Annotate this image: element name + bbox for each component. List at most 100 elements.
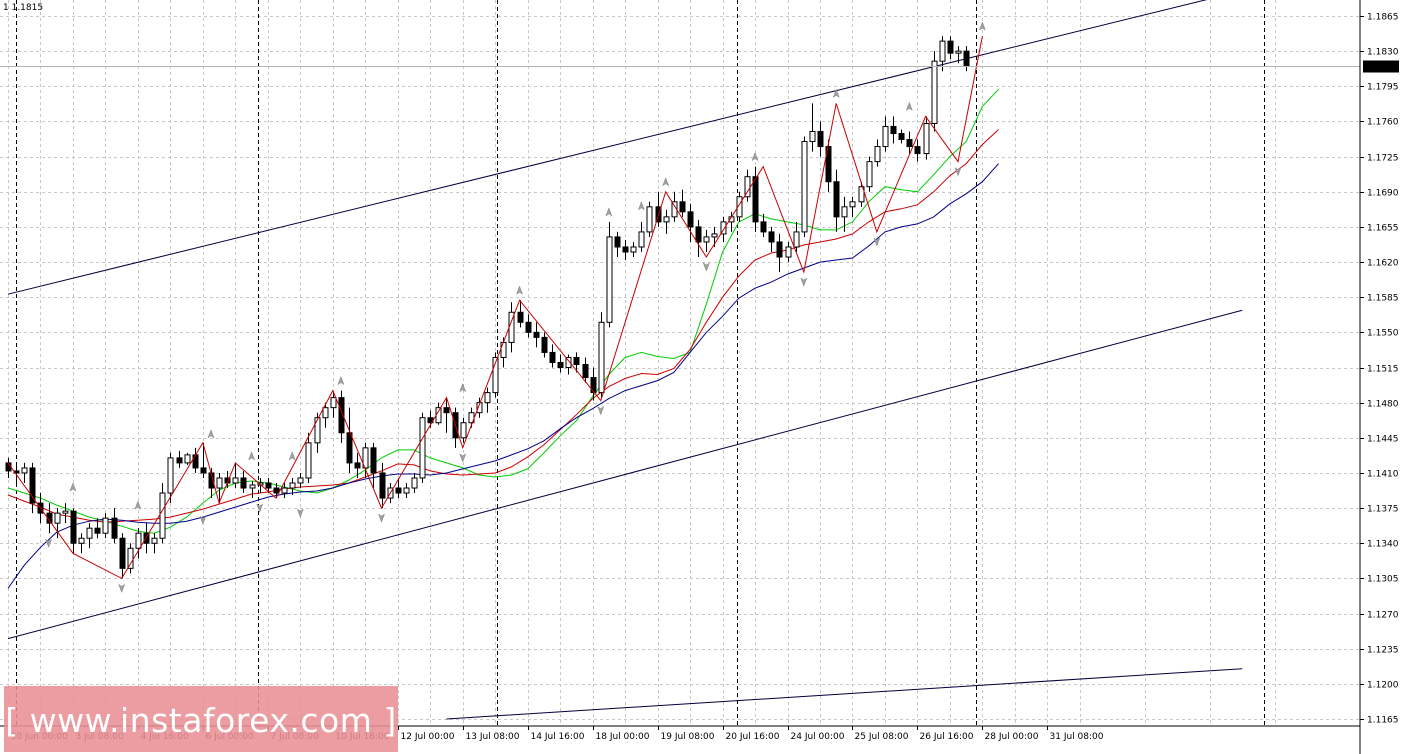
candle [760, 213, 767, 237]
candle [176, 450, 183, 468]
candle [102, 513, 109, 539]
candle [62, 503, 69, 524]
candle-body-bull [638, 231, 645, 248]
candle [21, 462, 28, 483]
zigzag-indicator [7, 36, 983, 580]
candle-body-bull [322, 407, 329, 419]
candle-body-bull [460, 422, 467, 439]
candle [411, 472, 418, 494]
candle-body-bull [809, 130, 816, 143]
candle-body-bear [890, 125, 897, 135]
candle [622, 239, 629, 261]
candle [151, 533, 158, 554]
candle [768, 226, 775, 253]
candle-body-bull [841, 206, 848, 218]
fractal-down-arrow [800, 277, 808, 287]
candle [395, 477, 402, 499]
candle [216, 472, 223, 504]
candle-body-bear [533, 331, 540, 338]
candlesticks [5, 36, 970, 579]
candle [70, 508, 77, 554]
fractal-up-arrow [337, 375, 345, 386]
candle-body-bull [135, 532, 142, 549]
candle-body-bull [216, 477, 223, 489]
candle [273, 482, 280, 499]
candle [127, 543, 134, 574]
x-tick-label: 13 Jul 08:00 [466, 732, 520, 742]
candle-body-bear [687, 211, 694, 228]
candle [362, 442, 369, 478]
fractal-up-arrow [978, 21, 986, 31]
candle-body-bear [395, 487, 402, 494]
candle-body-bull [874, 146, 881, 163]
fractal-down-arrow [118, 583, 126, 594]
candle-body-bear [833, 181, 840, 218]
x-tick-label: 14 Jul 16:00 [531, 732, 585, 742]
fractal-up-arrow [662, 177, 670, 187]
candle-body-bull [606, 236, 613, 323]
fractal-up-arrow [134, 500, 142, 510]
candle [598, 312, 605, 398]
y-tick-label: 1.1585 [1367, 294, 1399, 304]
y-tick-label: 1.1480 [1367, 400, 1399, 410]
candle [86, 523, 93, 549]
candle [419, 412, 426, 483]
candle-body-bull [736, 196, 743, 218]
candle [370, 442, 377, 489]
candle-body-bear [119, 537, 126, 569]
candle [330, 392, 337, 418]
candle [346, 407, 353, 473]
fractal-down-arrow [199, 515, 207, 525]
candle-body-bull [484, 392, 491, 404]
candle [573, 352, 580, 373]
x-tick-label: 19 Jul 08:00 [661, 732, 715, 742]
candle [606, 221, 613, 328]
trend-line [446, 668, 1243, 720]
y-tick-label: 1.1165 [1367, 716, 1399, 726]
moving-average-line [7, 88, 999, 534]
candle [184, 452, 191, 465]
candle-body-bear [70, 510, 77, 544]
fractal-up-arrow [207, 429, 215, 439]
candle [289, 477, 296, 496]
trend-line [7, 309, 1243, 640]
y-tick-label: 1.1445 [1367, 435, 1399, 445]
day-separators [16, 0, 1265, 726]
candle-body-bull [793, 231, 800, 248]
candle [914, 139, 921, 162]
candle-body-bull [598, 321, 605, 394]
candle [858, 181, 865, 207]
candle [874, 139, 881, 167]
fractal-down-arrow [378, 513, 386, 523]
candle [29, 462, 36, 514]
candle-body-bear [914, 146, 921, 155]
candle-body-bear [768, 231, 775, 243]
y-tick-label: 1.1235 [1367, 646, 1399, 656]
candle-body-bear [379, 472, 386, 499]
fractal-up-arrow [248, 451, 256, 461]
candle [46, 503, 53, 534]
current-price-label: 1.1815 [1367, 63, 1399, 73]
candle-body-bear [590, 377, 597, 394]
candle-body-bull [54, 512, 61, 524]
candle-body-bull [330, 397, 337, 409]
candle-body-bear [176, 457, 183, 464]
fractal-down-arrow [597, 406, 605, 416]
candle-body-bear [898, 133, 905, 141]
fractal-up-arrow [832, 88, 840, 98]
candle [646, 201, 653, 237]
candle-body-bull [127, 547, 134, 569]
candle [590, 367, 597, 401]
candle-body-bull [646, 206, 653, 233]
candle [809, 103, 816, 152]
candle [582, 357, 589, 383]
y-tick-label: 1.1725 [1367, 154, 1399, 164]
candle-body-bear [200, 467, 207, 474]
candle [923, 116, 930, 160]
candle-body-bull [882, 125, 889, 148]
candle-body-bull [866, 161, 873, 188]
candle-body-bull [102, 517, 109, 534]
candle [898, 129, 905, 144]
